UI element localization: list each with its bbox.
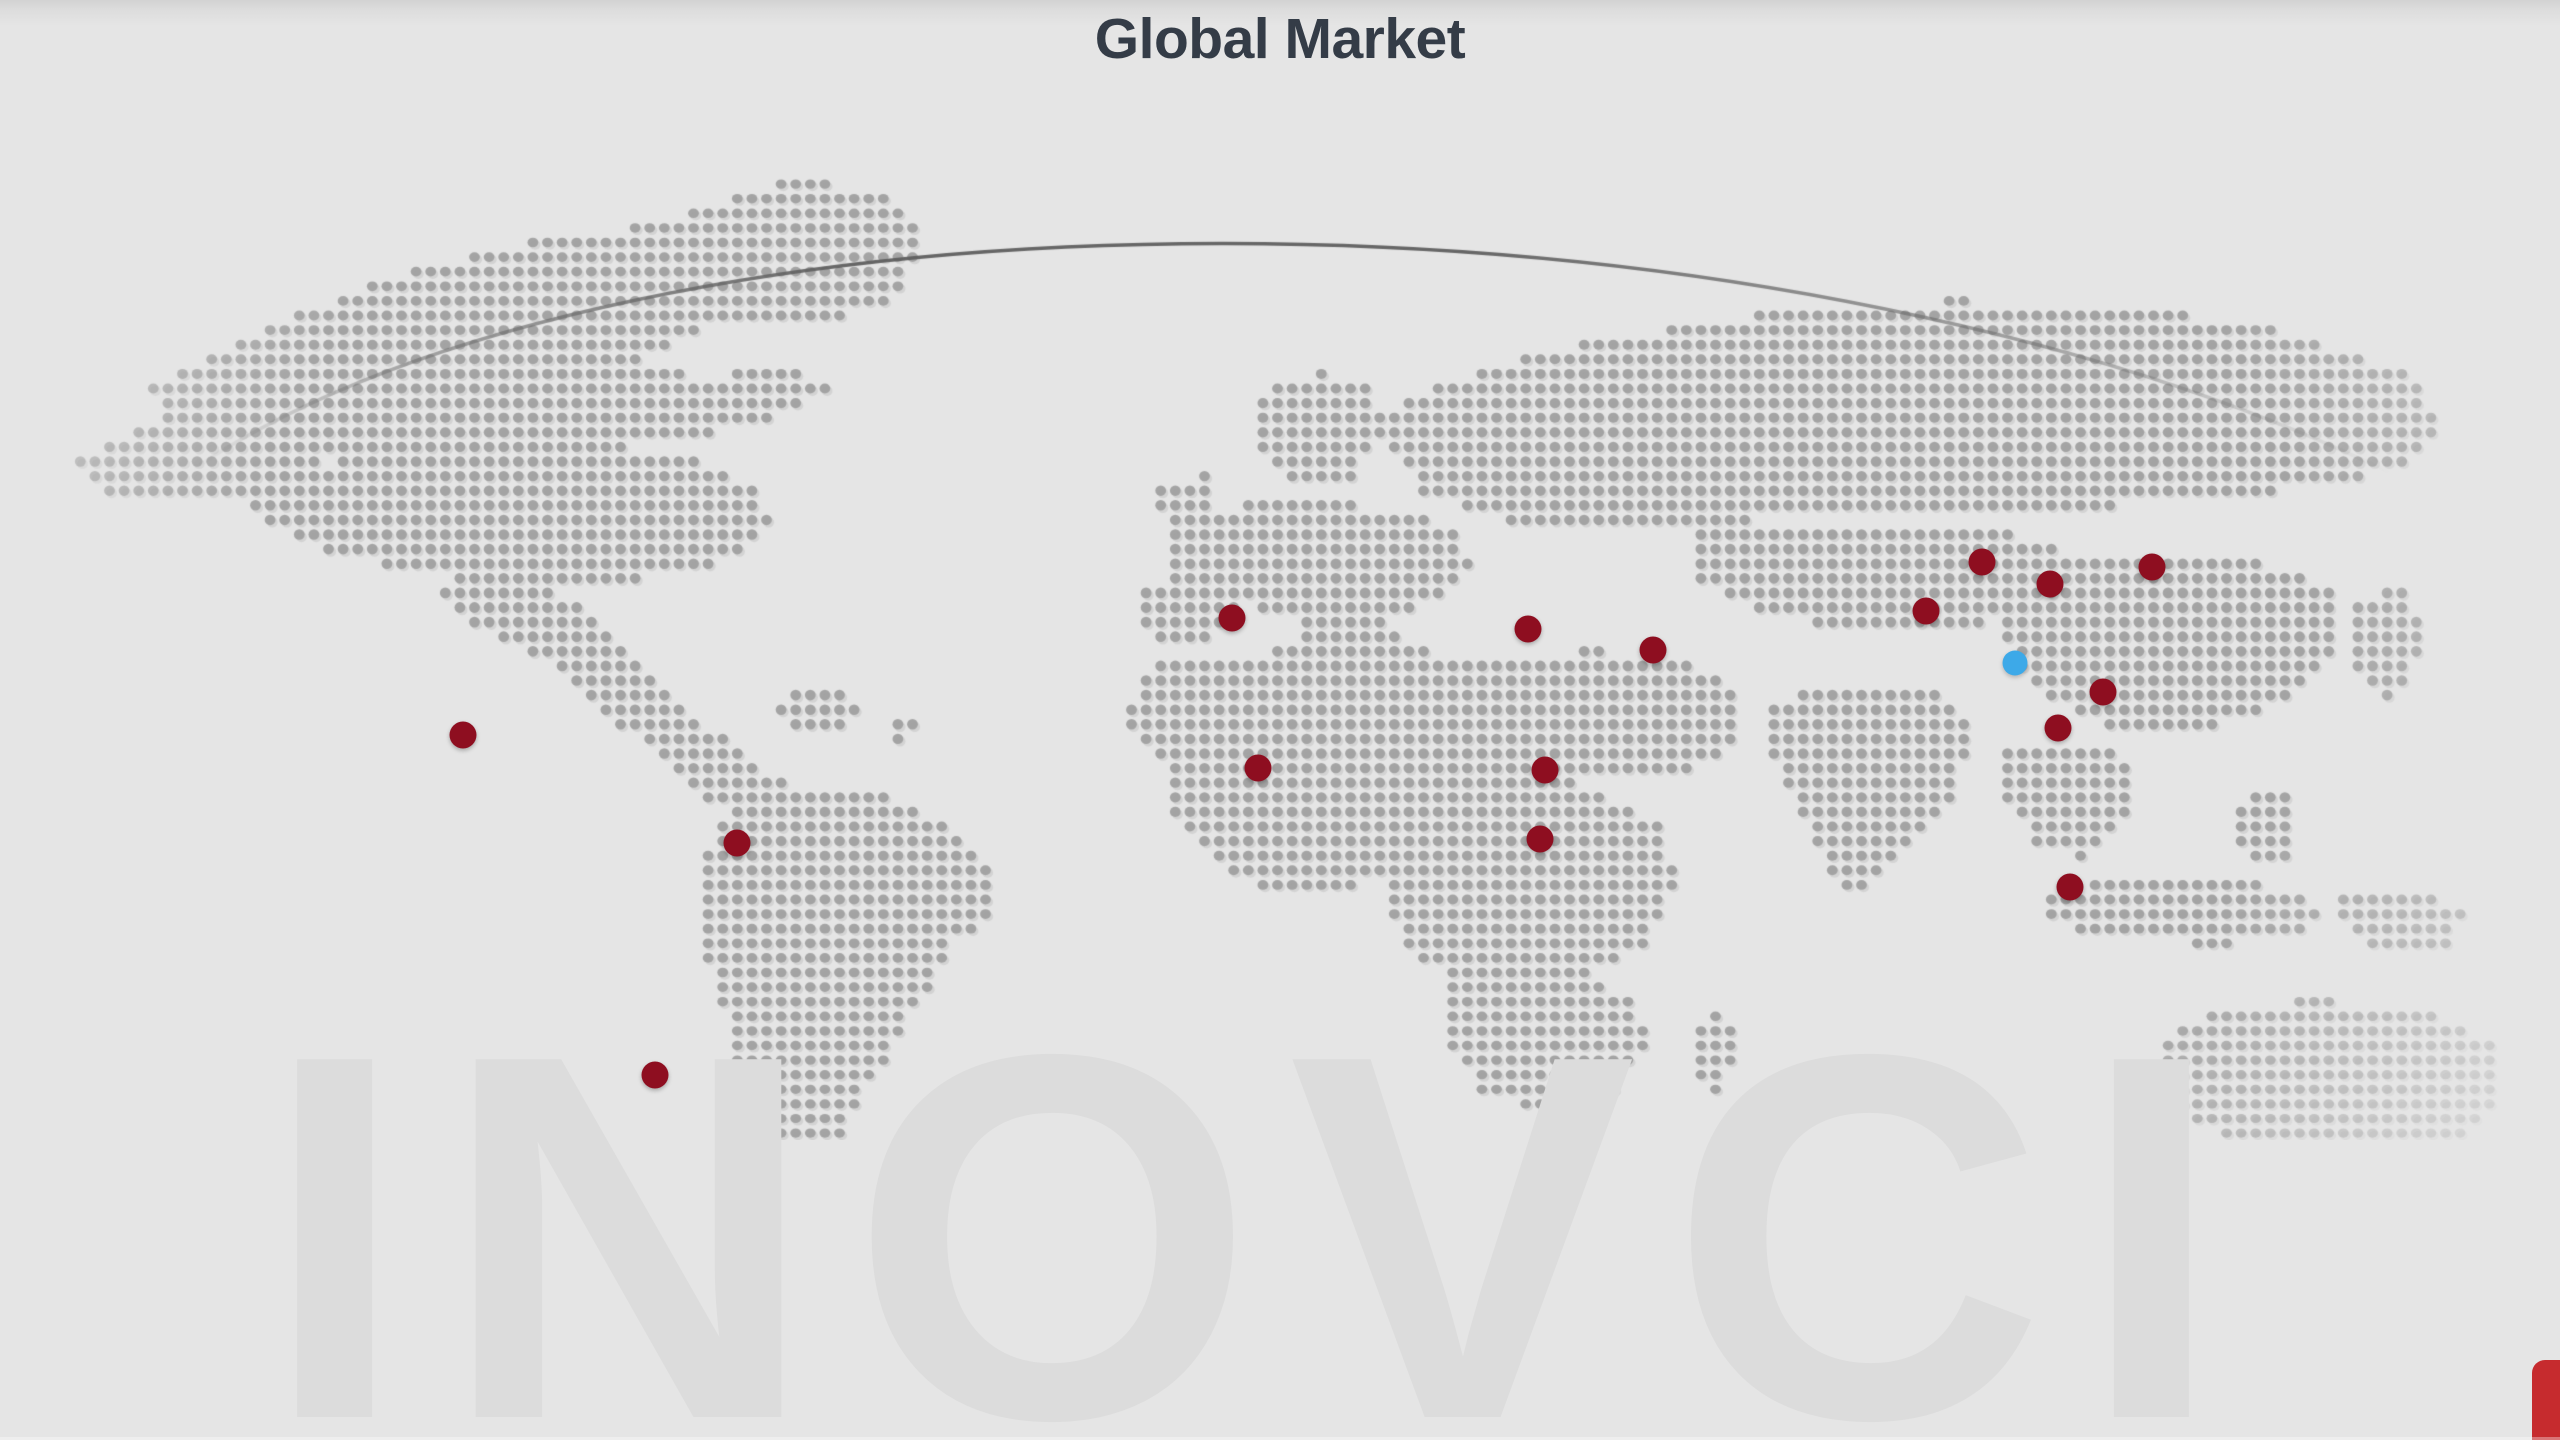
map-marker[interactable] — [2002, 650, 2028, 676]
map-marker[interactable] — [2044, 714, 2072, 742]
map-marker[interactable] — [2056, 873, 2084, 901]
map-marker[interactable] — [449, 721, 477, 749]
corner-accent-badge[interactable] — [2532, 1360, 2560, 1440]
map-marker[interactable] — [1968, 548, 1996, 576]
map-marker[interactable] — [2036, 570, 2064, 598]
map-marker[interactable] — [2089, 678, 2117, 706]
page-title: Global Market — [1094, 7, 1466, 71]
map-marker[interactable] — [1912, 597, 1940, 625]
map-marker[interactable] — [1514, 615, 1542, 643]
map-marker[interactable] — [1244, 754, 1272, 782]
map-marker[interactable] — [723, 829, 751, 857]
globe-horizon-arc — [0, 60, 2560, 1140]
map-marker[interactable] — [1218, 604, 1246, 632]
world-map[interactable] — [0, 60, 2560, 1140]
map-marker[interactable] — [1639, 636, 1667, 664]
map-marker[interactable] — [1526, 825, 1554, 853]
map-marker[interactable] — [2138, 553, 2166, 581]
map-marker[interactable] — [641, 1061, 669, 1089]
map-marker[interactable] — [1531, 756, 1559, 784]
